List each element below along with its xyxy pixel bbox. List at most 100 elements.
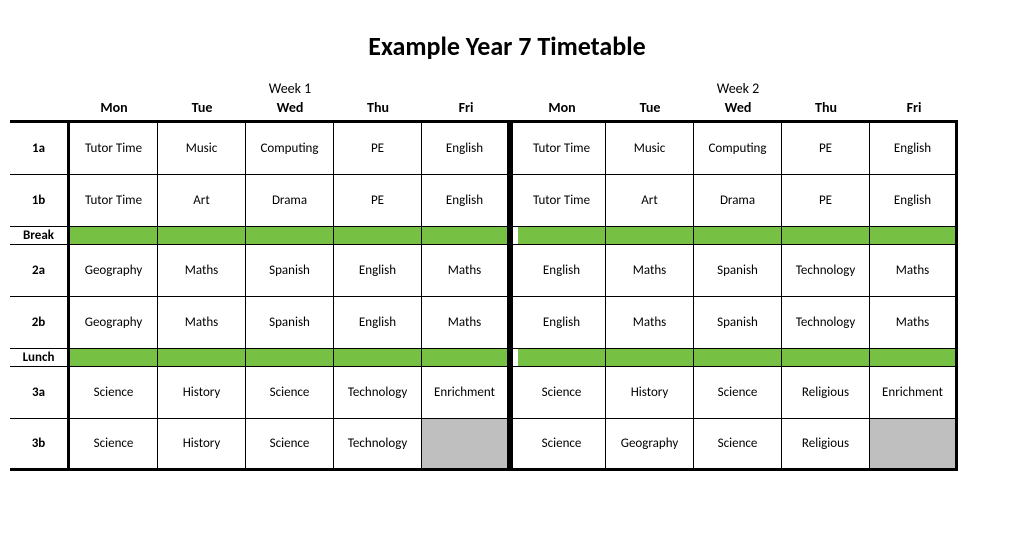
row-label-break: Break [10, 227, 70, 245]
cell-2a-w1-thu: English [334, 245, 422, 297]
cell-2a-w1-tue: Maths [158, 245, 246, 297]
cell-2b-w1-tue: Maths [158, 297, 246, 349]
cell-3a-w1-wed: Science [246, 367, 334, 419]
page-title: Example Year 7 Timetable [10, 30, 1004, 62]
cell-3b-w1-thu: Technology [334, 419, 422, 471]
break-cell [694, 349, 782, 367]
break-cell [70, 227, 158, 245]
cell-2a-w1-fri: Maths [422, 245, 510, 297]
cell-2a-w2-fri: Maths [870, 245, 958, 297]
break-cell [422, 227, 510, 245]
day-header-w2-thu: Thu [782, 99, 870, 123]
cell-3b-w2-fri [870, 419, 958, 471]
cell-1a-w1-wed: Computing [246, 123, 334, 175]
week1-header: Week 1 [246, 80, 334, 99]
cell-2b-w1-mon: Geography [70, 297, 158, 349]
cell-3b-w1-fri [422, 419, 510, 471]
cell-1a-w1-thu: PE [334, 123, 422, 175]
day-header-w1-wed: Wed [246, 99, 334, 123]
break-cell [870, 349, 958, 367]
cell-1a-w2-wed: Computing [694, 123, 782, 175]
cell-3a-w2-mon: Science [518, 367, 606, 419]
cell-2a-w1-mon: Geography [70, 245, 158, 297]
cell-1b-w2-fri: English [870, 175, 958, 227]
cell-2a-w2-thu: Technology [782, 245, 870, 297]
break-cell [246, 227, 334, 245]
row-label-2b: 2b [10, 297, 70, 349]
cell-2b-w2-wed: Spanish [694, 297, 782, 349]
cell-1b-w1-tue: Art [158, 175, 246, 227]
row-label-2a: 2a [10, 245, 70, 297]
row-label-3a: 3a [10, 367, 70, 419]
cell-3b-w2-wed: Science [694, 419, 782, 471]
day-header-w2-fri: Fri [870, 99, 958, 123]
cell-2b-w1-thu: English [334, 297, 422, 349]
break-cell [782, 349, 870, 367]
row-label-1a: 1a [10, 123, 70, 175]
cell-2b-w2-fri: Maths [870, 297, 958, 349]
row-label-1b: 1b [10, 175, 70, 227]
row-label-lunch: Lunch [10, 349, 70, 367]
day-header-w1-tue: Tue [158, 99, 246, 123]
break-cell [870, 227, 958, 245]
break-cell [334, 349, 422, 367]
day-header-w2-tue: Tue [606, 99, 694, 123]
cell-1b-w1-thu: PE [334, 175, 422, 227]
cell-3b-w1-tue: History [158, 419, 246, 471]
cell-3a-w1-thu: Technology [334, 367, 422, 419]
cell-1a-w2-thu: PE [782, 123, 870, 175]
break-cell [518, 349, 606, 367]
break-cell [518, 227, 606, 245]
break-cell [694, 227, 782, 245]
break-cell [782, 227, 870, 245]
cell-3a-w2-tue: History [606, 367, 694, 419]
cell-1b-w2-thu: PE [782, 175, 870, 227]
cell-3b-w2-tue: Geography [606, 419, 694, 471]
cell-1a-w2-mon: Tutor Time [518, 123, 606, 175]
row-label-3b: 3b [10, 419, 70, 471]
cell-1b-w2-tue: Art [606, 175, 694, 227]
cell-3a-w2-wed: Science [694, 367, 782, 419]
cell-2b-w1-fri: Maths [422, 297, 510, 349]
cell-3b-w1-mon: Science [70, 419, 158, 471]
cell-1b-w1-fri: English [422, 175, 510, 227]
cell-2b-w2-thu: Technology [782, 297, 870, 349]
cell-2b-w2-tue: Maths [606, 297, 694, 349]
cell-2b-w1-wed: Spanish [246, 297, 334, 349]
day-header-w1-thu: Thu [334, 99, 422, 123]
cell-3a-w1-mon: Science [70, 367, 158, 419]
cell-3a-w2-fri: Enrichment [870, 367, 958, 419]
cell-2b-w2-mon: English [518, 297, 606, 349]
week2-header: Week 2 [694, 80, 782, 99]
row-label-spacer [10, 80, 70, 99]
cell-1a-w1-tue: Music [158, 123, 246, 175]
break-cell [334, 227, 422, 245]
break-cell [70, 349, 158, 367]
day-header-w2-mon: Mon [518, 99, 606, 123]
break-cell [158, 227, 246, 245]
cell-3a-w1-fri: Enrichment [422, 367, 510, 419]
cell-2a-w2-mon: English [518, 245, 606, 297]
cell-1b-w1-mon: Tutor Time [70, 175, 158, 227]
cell-1b-w1-wed: Drama [246, 175, 334, 227]
day-header-w1-fri: Fri [422, 99, 510, 123]
cell-2a-w2-tue: Maths [606, 245, 694, 297]
break-cell [606, 227, 694, 245]
cell-1a-w1-mon: Tutor Time [70, 123, 158, 175]
cell-3b-w1-wed: Science [246, 419, 334, 471]
cell-3a-w1-tue: History [158, 367, 246, 419]
cell-2a-w2-wed: Spanish [694, 245, 782, 297]
timetable-table: Week 1Week 2MonTueWedThuFriMonTueWedThuF… [10, 80, 1004, 471]
cell-3a-w2-thu: Religious [782, 367, 870, 419]
cell-3b-w2-mon: Science [518, 419, 606, 471]
break-cell [606, 349, 694, 367]
break-cell [246, 349, 334, 367]
cell-2a-w1-wed: Spanish [246, 245, 334, 297]
break-cell [422, 349, 510, 367]
cell-1b-w2-mon: Tutor Time [518, 175, 606, 227]
day-header-w1-mon: Mon [70, 99, 158, 123]
break-cell [158, 349, 246, 367]
cell-1b-w2-wed: Drama [694, 175, 782, 227]
cell-1a-w2-tue: Music [606, 123, 694, 175]
day-header-w2-wed: Wed [694, 99, 782, 123]
